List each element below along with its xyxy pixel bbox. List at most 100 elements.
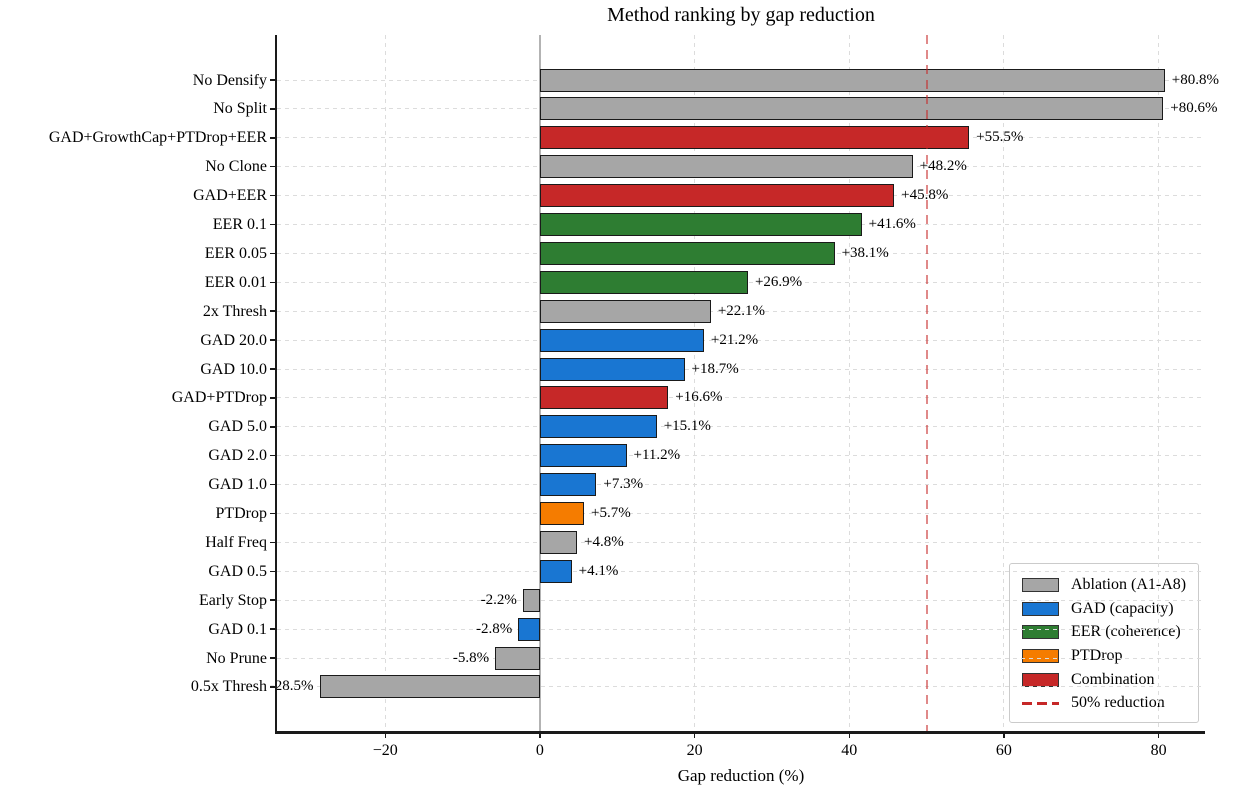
ytick-label-no-densify: No Densify bbox=[192, 71, 267, 89]
xtick-mark bbox=[384, 731, 387, 738]
ytick-mark bbox=[270, 454, 277, 457]
value-label: +16.6% bbox=[675, 389, 723, 406]
ytick-mark bbox=[270, 281, 277, 284]
xtick-label: 0 bbox=[535, 742, 544, 759]
legend-row-combination: Combination bbox=[1022, 668, 1186, 692]
ytick-mark bbox=[270, 165, 277, 168]
legend-swatch-gad-capacity bbox=[1022, 601, 1059, 616]
legend-label: EER (coherence) bbox=[1071, 623, 1181, 641]
ytick-mark bbox=[270, 339, 277, 341]
gridline-vertical bbox=[384, 35, 386, 731]
legend: Ablation (A1-A8) GAD (capacity) EER (coher… bbox=[1009, 563, 1199, 723]
ytick-mark bbox=[270, 628, 277, 630]
gridline-horizontal bbox=[277, 570, 1205, 572]
ytick-mark bbox=[270, 426, 277, 428]
value-label: -28.5% bbox=[269, 678, 314, 695]
gridline-horizontal bbox=[277, 628, 1205, 630]
x-axis-label: Gap reduction (%) bbox=[677, 766, 805, 785]
ytick-label-half-freq: Half Freq bbox=[205, 533, 267, 551]
gridline-vertical bbox=[1003, 35, 1005, 731]
gridline-horizontal bbox=[277, 686, 1205, 688]
zero-line bbox=[539, 35, 541, 731]
bar-gad-1-0 bbox=[539, 473, 597, 497]
value-label: +45.8% bbox=[901, 187, 949, 204]
ytick-mark bbox=[270, 657, 277, 659]
gridline-horizontal bbox=[277, 484, 1205, 486]
ytick-label-eer-0-1: EER 0.1 bbox=[212, 216, 267, 233]
bar-ptdrop bbox=[539, 502, 584, 525]
reference-line-50pct bbox=[925, 35, 928, 731]
bar-no-split bbox=[539, 97, 1164, 121]
value-label: +18.7% bbox=[691, 360, 739, 377]
legend-row-ablation-a1-a8: Ablation (A1-A8) bbox=[1022, 573, 1186, 597]
bar-gad-2-0 bbox=[539, 444, 627, 468]
ytick-label-gad-20-0: GAD 20.0 bbox=[200, 331, 267, 349]
xtick-label: 80 bbox=[1150, 742, 1167, 759]
xtick-mark bbox=[693, 731, 696, 738]
ytick-mark bbox=[270, 512, 277, 515]
gridline-horizontal bbox=[277, 599, 1205, 601]
ytick-label-2x-thresh: 2x Thresh bbox=[202, 302, 267, 320]
bar-gad-5-0 bbox=[539, 415, 657, 439]
gridline-horizontal bbox=[277, 426, 1205, 428]
bar-gad-ptdrop bbox=[539, 386, 669, 410]
ytick-mark bbox=[270, 686, 277, 688]
ytick-label-gad-growthcap-ptdrop-eer: GAD+GrowthCap+PTDrop+EER bbox=[48, 129, 267, 147]
ytick-label-0-5x-thresh: 0.5x Thresh bbox=[190, 678, 267, 696]
xtick-mark bbox=[1003, 731, 1005, 738]
value-label: +4.8% bbox=[584, 533, 624, 550]
ytick-mark bbox=[270, 79, 277, 81]
bar-no-clone bbox=[539, 155, 913, 179]
bar-gad-growthcap-ptdrop-eer bbox=[539, 126, 970, 150]
gridline-vertical bbox=[848, 35, 850, 731]
ytick-label-no-split: No Split bbox=[213, 100, 267, 118]
ytick-label-gad-5-0: GAD 5.0 bbox=[208, 418, 267, 436]
value-label: +4.1% bbox=[578, 562, 619, 579]
ytick-label-ptdrop: PTDrop bbox=[215, 505, 267, 522]
xtick-mark bbox=[539, 731, 541, 738]
legend-dashed-line-swatch bbox=[1022, 701, 1059, 705]
gridline-vertical bbox=[694, 35, 696, 731]
ytick-mark bbox=[270, 137, 277, 139]
ytick-label-gad-1-0: GAD 1.0 bbox=[208, 476, 267, 494]
chart-title: Method ranking by gap reduction bbox=[607, 4, 875, 26]
legend-row-ptdrop: PTDrop bbox=[1022, 644, 1186, 668]
bar-no-prune bbox=[495, 646, 540, 670]
ytick-mark bbox=[270, 310, 277, 312]
gridline-horizontal bbox=[277, 513, 1205, 514]
gridline-horizontal bbox=[277, 339, 1205, 341]
ytick-label-no-prune: No Prune bbox=[206, 649, 267, 667]
value-label: +41.6% bbox=[868, 216, 916, 232]
ytick-label-gad-ptdrop: GAD+PTDrop bbox=[171, 389, 267, 407]
ytick-label-eer-0-01: EER 0.01 bbox=[204, 273, 267, 291]
gridline-horizontal bbox=[277, 310, 1205, 312]
value-label: -2.8% bbox=[476, 620, 513, 637]
value-label: +15.1% bbox=[663, 418, 711, 435]
bar-gad-20-0 bbox=[539, 328, 704, 352]
ytick-mark bbox=[270, 483, 277, 486]
ytick-label-gad-eer: GAD+EER bbox=[193, 187, 267, 205]
legend-label: GAD (capacity) bbox=[1071, 599, 1174, 617]
value-label: +11.2% bbox=[633, 447, 681, 464]
legend-label: PTDrop bbox=[1071, 646, 1123, 664]
xtick-mark bbox=[1157, 731, 1160, 738]
legend-row-50-reduction: 50% reduction bbox=[1022, 691, 1186, 715]
xtick-label: 40 bbox=[841, 742, 858, 759]
bar-2x-thresh bbox=[539, 299, 711, 323]
gridline-horizontal bbox=[277, 657, 1205, 659]
ytick-label-no-clone: No Clone bbox=[205, 158, 267, 176]
ytick-mark bbox=[270, 368, 277, 370]
ytick-label-eer-0-05: EER 0.05 bbox=[204, 244, 267, 262]
value-label: -5.8% bbox=[452, 649, 490, 666]
ytick-mark bbox=[270, 194, 277, 197]
value-label: +7.3% bbox=[603, 476, 644, 493]
ytick-mark bbox=[270, 570, 277, 573]
legend-swatch-ptdrop bbox=[1022, 648, 1059, 663]
ytick-label-gad-10-0: GAD 10.0 bbox=[200, 360, 267, 378]
legend-swatch-eer-coherence bbox=[1022, 625, 1059, 640]
bar-eer-0-1 bbox=[539, 213, 862, 236]
value-label: +80.6% bbox=[1170, 100, 1218, 117]
bar-gad-0-5 bbox=[539, 559, 572, 583]
bar-0-5x-thresh bbox=[319, 675, 540, 699]
